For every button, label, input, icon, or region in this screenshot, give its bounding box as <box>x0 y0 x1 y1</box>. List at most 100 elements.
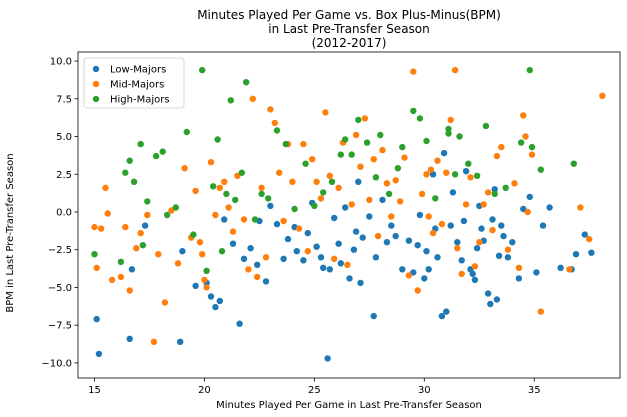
data-point <box>300 257 307 264</box>
data-point <box>141 222 149 229</box>
data-point <box>102 184 109 191</box>
data-point <box>438 220 446 228</box>
data-point <box>282 140 289 148</box>
data-point <box>570 160 577 167</box>
data-point <box>245 266 252 273</box>
data-point <box>434 254 441 261</box>
data-point <box>572 251 580 258</box>
data-point <box>487 300 494 308</box>
data-point <box>122 223 129 231</box>
data-point <box>284 235 292 243</box>
data-point <box>471 263 479 270</box>
data-point <box>467 174 474 181</box>
x-tick-label: 15 <box>88 385 101 396</box>
data-point <box>249 95 256 103</box>
data-point <box>331 255 338 262</box>
data-point <box>203 267 210 274</box>
data-point <box>484 189 492 196</box>
data-point <box>423 171 430 178</box>
data-point <box>440 149 448 157</box>
data-point <box>401 154 408 161</box>
data-point <box>201 276 208 284</box>
data-point <box>480 201 487 208</box>
data-point <box>399 143 406 151</box>
data-point <box>427 166 435 173</box>
data-point <box>447 222 454 229</box>
plot-area-frame <box>77 51 621 379</box>
y-axis-label: BPM in Last Pre-Transfer Season <box>5 153 16 312</box>
data-point <box>489 216 496 223</box>
legend-label: High-Majors <box>110 95 170 106</box>
data-point <box>476 239 483 246</box>
data-point <box>229 240 237 247</box>
data-point <box>493 296 501 303</box>
data-point <box>473 245 481 252</box>
legend-marker <box>92 80 100 88</box>
data-point <box>471 276 479 284</box>
data-point <box>128 266 136 273</box>
data-point <box>396 198 404 205</box>
data-point <box>418 190 426 198</box>
data-point <box>322 109 329 116</box>
data-point <box>599 92 606 100</box>
data-point <box>139 242 147 249</box>
data-point <box>207 293 215 300</box>
data-point <box>482 122 490 130</box>
data-point <box>352 228 360 235</box>
data-point <box>137 140 144 148</box>
data-point <box>320 264 327 271</box>
data-point <box>352 131 360 139</box>
title-line-1: Minutes Played Per Game vs. Box Plus-Min… <box>197 8 501 22</box>
data-point <box>271 119 278 127</box>
data-point <box>251 216 259 223</box>
data-point <box>210 183 217 190</box>
data-point <box>302 160 309 167</box>
data-point <box>267 106 274 113</box>
legend-marker <box>92 95 100 103</box>
data-point <box>405 272 413 279</box>
data-point <box>438 312 446 320</box>
data-point <box>522 133 529 140</box>
data-point <box>137 229 144 237</box>
data-point <box>447 116 454 124</box>
data-point <box>443 169 450 176</box>
data-point <box>451 66 459 74</box>
data-point <box>478 225 485 232</box>
data-point <box>528 151 536 158</box>
data-point <box>423 137 430 145</box>
data-point <box>491 186 498 193</box>
data-point <box>216 297 223 305</box>
data-point <box>293 248 300 255</box>
legend-label: Mid-Majors <box>110 80 164 91</box>
data-point <box>385 190 393 198</box>
data-point <box>414 287 421 294</box>
data-point <box>493 152 501 160</box>
data-point <box>443 308 450 315</box>
data-point <box>449 189 457 196</box>
data-point <box>377 131 384 139</box>
data-point <box>337 151 344 158</box>
data-point <box>203 284 210 291</box>
data-point <box>328 178 336 185</box>
data-point <box>372 254 380 261</box>
data-point <box>313 178 320 185</box>
data-point <box>218 248 226 255</box>
data-point <box>199 66 206 74</box>
data-point <box>388 213 395 220</box>
data-point <box>372 174 380 181</box>
data-point <box>126 335 133 342</box>
data-point <box>221 216 228 223</box>
chart-title: Minutes Played Per Game vs. Box Plus-Min… <box>197 8 501 50</box>
data-point <box>458 257 465 264</box>
data-point <box>489 226 496 234</box>
x-tick-label: 20 <box>198 385 211 396</box>
data-point <box>348 151 355 158</box>
data-point <box>394 165 402 172</box>
data-point <box>199 251 206 258</box>
legend-label: Low-Majors <box>110 65 166 76</box>
data-point <box>458 270 465 278</box>
data-point <box>93 264 100 271</box>
data-point <box>247 245 254 252</box>
data-point <box>484 290 492 297</box>
